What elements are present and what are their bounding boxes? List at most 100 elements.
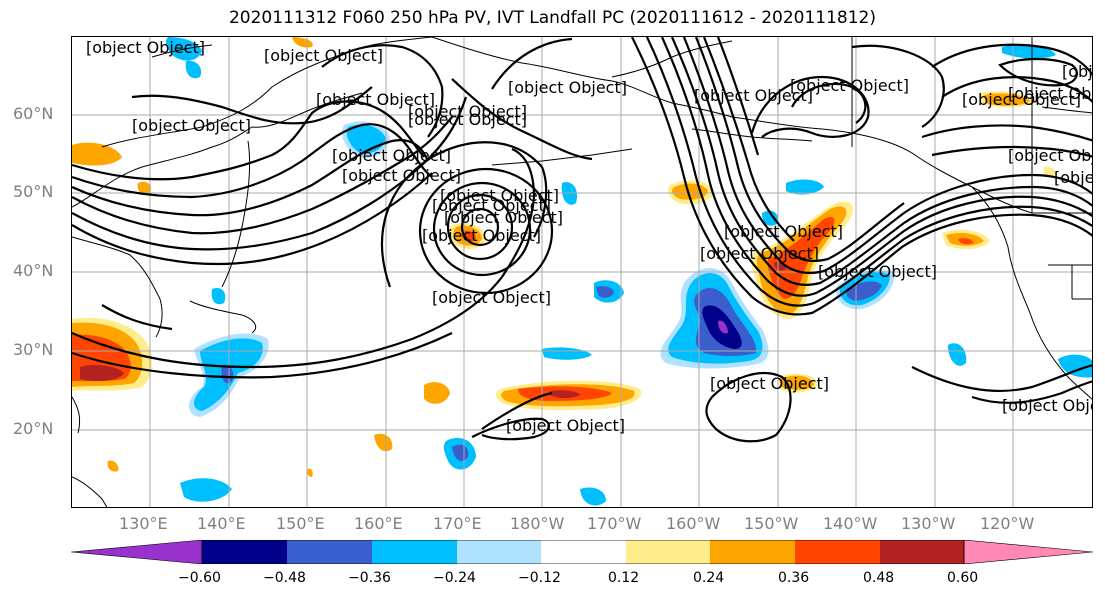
lon-label-170w: 170°W bbox=[587, 514, 642, 533]
shade-patch bbox=[762, 210, 779, 226]
coastline bbox=[72, 396, 81, 434]
contour-label: [object Object] bbox=[316, 90, 435, 109]
contour-line bbox=[631, 37, 1092, 316]
shade-patch bbox=[958, 238, 974, 245]
contour-ring bbox=[460, 207, 500, 247]
coastline bbox=[611, 40, 733, 78]
colorbar-swatch bbox=[795, 540, 880, 564]
contour-line bbox=[851, 44, 945, 128]
contour-line bbox=[911, 364, 1092, 393]
contour-label: [object Object] bbox=[506, 416, 625, 435]
colorbar-tick-label: −0.36 bbox=[348, 570, 391, 586]
map-canvas: [object Object] [object Object] [object … bbox=[72, 37, 1093, 507]
contour-ring bbox=[418, 167, 554, 295]
colorbar-tick-label: −0.60 bbox=[178, 570, 221, 586]
contour-label: [object Object] bbox=[408, 102, 527, 121]
colorbar-max-extension bbox=[963, 540, 1094, 564]
shade-patch bbox=[542, 347, 592, 360]
colorbar-tick-label: 0.36 bbox=[778, 570, 810, 586]
contour-line bbox=[931, 145, 1092, 158]
colorbar-min-extension bbox=[71, 540, 203, 564]
contour-line bbox=[682, 37, 1092, 274]
lon-label-160w: 160°W bbox=[666, 514, 721, 533]
coastline bbox=[151, 44, 213, 58]
colorbar-swatch bbox=[626, 540, 710, 564]
contour-line bbox=[471, 417, 551, 441]
contour-line bbox=[72, 172, 433, 266]
contour-label: [object Object] bbox=[508, 78, 627, 97]
colorbar-tick-label: 0.60 bbox=[947, 570, 979, 586]
figure-title: 2020111312 F060 250 hPa PV, IVT Landfall… bbox=[228, 8, 876, 28]
lon-label-120w: 120°W bbox=[980, 514, 1035, 533]
map-panel: [object Object] [object Object] [object … bbox=[71, 36, 1093, 508]
colorbar-tick-label: −0.48 bbox=[263, 570, 306, 586]
contour-label: [object Object] bbox=[422, 226, 541, 245]
contour-line bbox=[750, 75, 870, 138]
contour-line bbox=[791, 82, 867, 124]
contour-line bbox=[716, 37, 760, 156]
contour-label: [object Object] bbox=[1008, 84, 1093, 103]
shade-patch bbox=[221, 364, 234, 384]
contour-line bbox=[941, 76, 1092, 103]
contour-line bbox=[72, 100, 425, 181]
lon-label-150e: 150°E bbox=[276, 514, 325, 533]
contour-line bbox=[72, 96, 468, 251]
contour-line bbox=[997, 57, 1079, 87]
contour-line bbox=[72, 123, 433, 199]
shaded-field bbox=[72, 37, 1092, 506]
shade-patch bbox=[550, 390, 580, 398]
shade-patch bbox=[211, 287, 226, 305]
contour-line bbox=[380, 141, 543, 288]
colorbar-swatch bbox=[372, 540, 457, 564]
colorbar-swatch bbox=[541, 540, 626, 564]
lon-label-150w: 150°W bbox=[744, 514, 799, 533]
colorbar-frame bbox=[201, 540, 965, 564]
contour-line bbox=[705, 372, 792, 443]
contour-label: [object Object] bbox=[432, 288, 551, 307]
contour-label: [object Object] bbox=[1008, 146, 1093, 165]
contour-line bbox=[694, 37, 905, 262]
coastline bbox=[491, 148, 633, 166]
colorbar-tick-label: 0.24 bbox=[693, 570, 725, 586]
contour-label: [object Object] bbox=[444, 208, 563, 227]
contour-line bbox=[646, 37, 1092, 307]
colorbar bbox=[71, 540, 1094, 564]
contour-label: [object Object] bbox=[790, 76, 909, 95]
lon-label-180w: 180°W bbox=[510, 514, 565, 533]
shade-patch bbox=[786, 179, 824, 195]
contour-label: [object Object] bbox=[432, 196, 551, 215]
coastlines bbox=[72, 37, 1092, 507]
shade-patch bbox=[374, 433, 393, 452]
contour-label: [object Object] bbox=[1062, 62, 1093, 81]
shade-patch bbox=[180, 478, 232, 502]
contour-line bbox=[533, 166, 548, 238]
coastline bbox=[189, 300, 257, 334]
contour-label: [object Object] bbox=[342, 166, 461, 185]
contour-line bbox=[921, 124, 1092, 142]
coastline bbox=[72, 476, 108, 507]
contour-line bbox=[491, 37, 573, 90]
contour-line bbox=[702, 37, 795, 242]
lon-label-140w: 140°W bbox=[823, 514, 878, 533]
shade-patch bbox=[80, 365, 124, 381]
coastline bbox=[72, 236, 163, 338]
graticule bbox=[72, 37, 1092, 507]
colorbar-tick-label: −0.24 bbox=[433, 570, 476, 586]
contour-label: [object Object] bbox=[818, 262, 937, 281]
lat-label-30n: 30°N bbox=[13, 340, 54, 359]
coastline bbox=[1048, 264, 1092, 300]
coastline bbox=[431, 37, 733, 118]
contour-label: [object Object] bbox=[332, 146, 451, 165]
contour-line bbox=[321, 44, 444, 138]
colorbar-tick-label: 0.48 bbox=[863, 570, 895, 586]
shade-patch bbox=[292, 37, 313, 48]
coastline bbox=[971, 186, 1092, 400]
lat-label-20n: 20°N bbox=[13, 419, 54, 438]
lat-label-40n: 40°N bbox=[13, 261, 54, 280]
contour-line bbox=[451, 78, 593, 161]
contour-ring bbox=[432, 181, 532, 277]
colorbar-tick-label: 0.12 bbox=[608, 570, 640, 586]
colorbar-swatch bbox=[880, 540, 964, 564]
contour-line bbox=[131, 86, 373, 125]
contour-line bbox=[72, 139, 430, 217]
